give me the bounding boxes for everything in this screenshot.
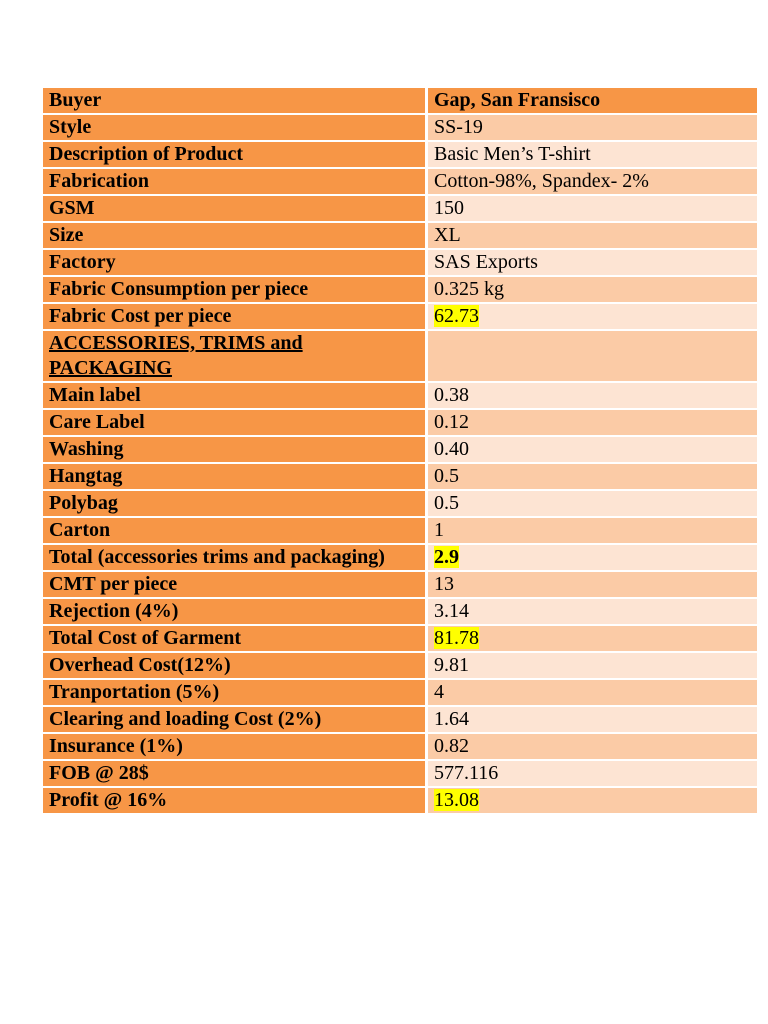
row-value: 150	[428, 196, 757, 223]
row-value: 0.325 kg	[428, 277, 757, 304]
highlighted-value: 62.73	[434, 305, 479, 327]
row-value: 0.82	[428, 734, 757, 761]
row-value: 3.14	[428, 599, 757, 626]
table-row-transportation: Tranportation (5%) 4	[43, 680, 757, 707]
row-value: 81.78	[428, 626, 757, 653]
table-row-accessories-heading: ACCESSORIES, TRIMS and PACKAGING	[43, 331, 757, 383]
table-row-overhead: Overhead Cost(12%) 9.81	[43, 653, 757, 680]
row-label: Insurance (1%)	[43, 734, 428, 761]
row-value: Cotton-98%, Spandex- 2%	[428, 169, 757, 196]
table-row-fabric-consumption: Fabric Consumption per piece 0.325 kg	[43, 277, 757, 304]
row-label: Fabric Cost per piece	[43, 304, 428, 331]
row-value: 9.81	[428, 653, 757, 680]
row-label: Tranportation (5%)	[43, 680, 428, 707]
row-label: Polybag	[43, 491, 428, 518]
table-row-gsm: GSM 150	[43, 196, 757, 223]
row-label: Total Cost of Garment	[43, 626, 428, 653]
row-value: 13.08	[428, 788, 757, 815]
table-row-carton: Carton 1	[43, 518, 757, 545]
row-value: 0.5	[428, 464, 757, 491]
row-value: 2.9	[428, 545, 757, 572]
table-row-fob: FOB @ 28$ 577.116	[43, 761, 757, 788]
row-value: SAS Exports	[428, 250, 757, 277]
row-label: Washing	[43, 437, 428, 464]
table-row-clearing: Clearing and loading Cost (2%) 1.64	[43, 707, 757, 734]
table-row-accessories-total: Total (accessories trims and packaging) …	[43, 545, 757, 572]
table-row-rejection: Rejection (4%) 3.14	[43, 599, 757, 626]
row-value: SS-19	[428, 115, 757, 142]
table-row-insurance: Insurance (1%) 0.82	[43, 734, 757, 761]
row-value: 1	[428, 518, 757, 545]
table-row-fabrication: Fabrication Cotton-98%, Spandex- 2%	[43, 169, 757, 196]
row-label: Profit @ 16%	[43, 788, 428, 815]
row-value: 0.40	[428, 437, 757, 464]
table-row-hangtag: Hangtag 0.5	[43, 464, 757, 491]
row-value: 4	[428, 680, 757, 707]
table-row-factory: Factory SAS Exports	[43, 250, 757, 277]
row-label: Size	[43, 223, 428, 250]
table-row-cmt: CMT per piece 13	[43, 572, 757, 599]
row-label: Total (accessories trims and packaging)	[43, 545, 428, 572]
table-row-size: Size XL	[43, 223, 757, 250]
row-value: XL	[428, 223, 757, 250]
row-value: 0.5	[428, 491, 757, 518]
row-label: Care Label	[43, 410, 428, 437]
row-value: 1.64	[428, 707, 757, 734]
row-value: 577.116	[428, 761, 757, 788]
table-row-care-label: Care Label 0.12	[43, 410, 757, 437]
row-value	[428, 331, 757, 383]
row-value: Basic Men’s T-shirt	[428, 142, 757, 169]
row-label: Buyer	[43, 88, 428, 115]
garment-costing-table: Buyer Gap, San Fransisco Style SS-19 Des…	[43, 88, 757, 815]
row-value: 0.38	[428, 383, 757, 410]
row-label: CMT per piece	[43, 572, 428, 599]
table-row-profit: Profit @ 16% 13.08	[43, 788, 757, 815]
section-heading: ACCESSORIES, TRIMS and PACKAGING	[43, 331, 428, 383]
section-heading-text: ACCESSORIES, TRIMS and PACKAGING	[49, 332, 303, 379]
row-label: Description of Product	[43, 142, 428, 169]
table-row-total-cost: Total Cost of Garment 81.78	[43, 626, 757, 653]
highlighted-value: 13.08	[434, 789, 479, 811]
row-value: 0.12	[428, 410, 757, 437]
row-label: Hangtag	[43, 464, 428, 491]
row-label: Overhead Cost(12%)	[43, 653, 428, 680]
row-label: Factory	[43, 250, 428, 277]
row-label: FOB @ 28$	[43, 761, 428, 788]
table-row-polybag: Polybag 0.5	[43, 491, 757, 518]
table-row-description: Description of Product Basic Men’s T-shi…	[43, 142, 757, 169]
highlighted-value: 81.78	[434, 627, 479, 649]
row-label: Main label	[43, 383, 428, 410]
row-label: Fabric Consumption per piece	[43, 277, 428, 304]
row-label: GSM	[43, 196, 428, 223]
table-row-fabric-cost: Fabric Cost per piece 62.73	[43, 304, 757, 331]
table-row-main-label: Main label 0.38	[43, 383, 757, 410]
row-value: Gap, San Fransisco	[428, 88, 757, 115]
row-label: Clearing and loading Cost (2%)	[43, 707, 428, 734]
table-row-washing: Washing 0.40	[43, 437, 757, 464]
highlighted-value: 2.9	[434, 546, 459, 568]
row-label: Rejection (4%)	[43, 599, 428, 626]
table-row-buyer: Buyer Gap, San Fransisco	[43, 88, 757, 115]
table-row-style: Style SS-19	[43, 115, 757, 142]
row-label: Fabrication	[43, 169, 428, 196]
row-label: Carton	[43, 518, 428, 545]
row-value: 13	[428, 572, 757, 599]
row-value: 62.73	[428, 304, 757, 331]
row-label: Style	[43, 115, 428, 142]
